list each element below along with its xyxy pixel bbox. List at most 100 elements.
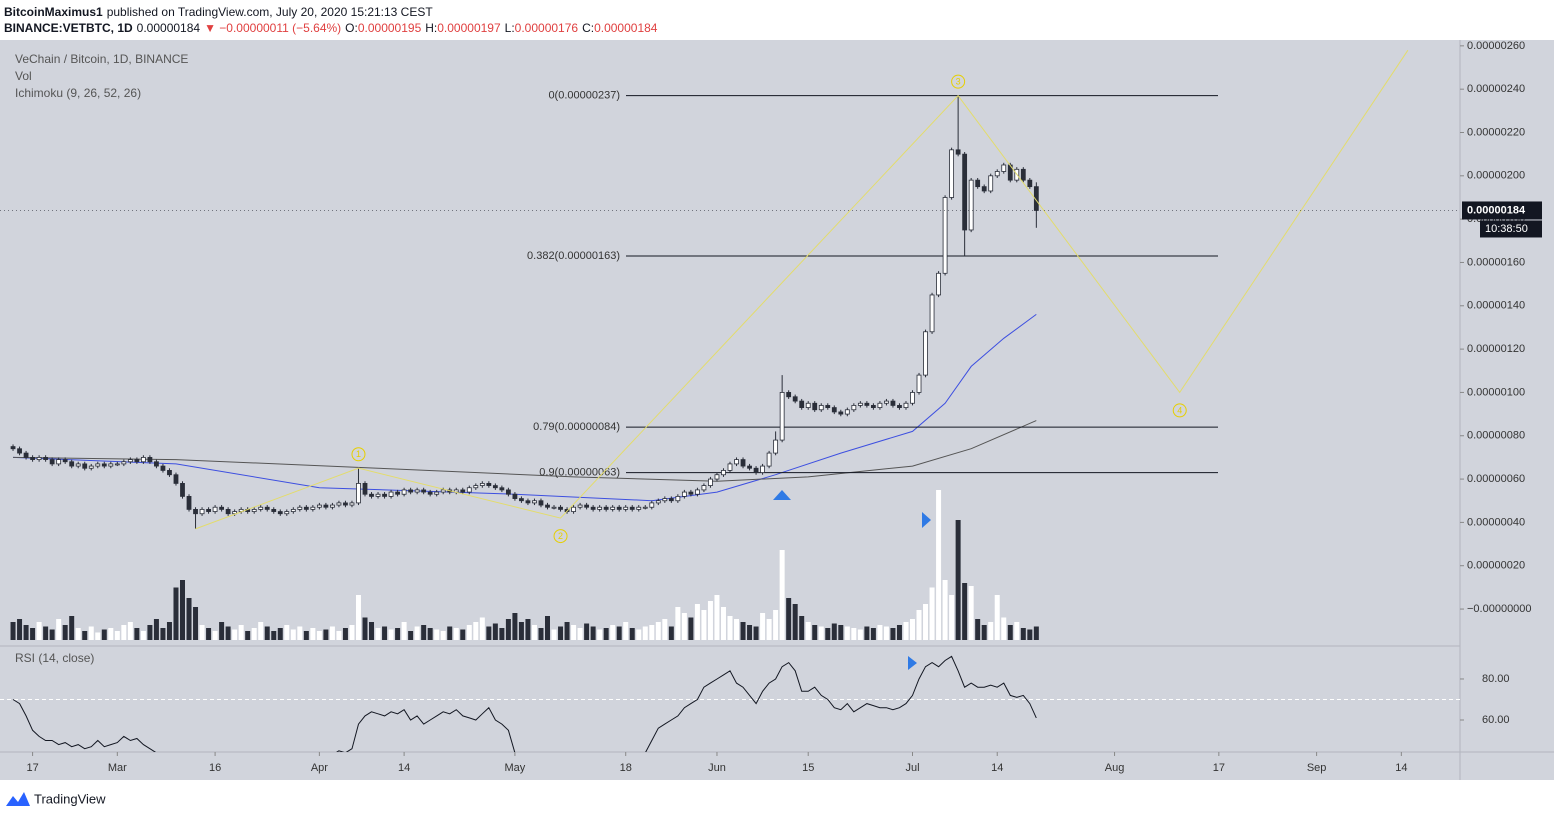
candle-body [473,485,479,489]
countdown: 10:38:50 [1485,223,1528,235]
candle-body [101,463,107,467]
x-tick-label: Sep [1307,762,1327,774]
candle-body [870,405,876,408]
volume-bar [245,631,251,640]
candle-body [642,506,648,509]
candle-body [766,452,772,467]
candle-body [675,496,681,502]
candle-body [857,402,863,406]
volume-bar [388,629,394,640]
volume-bar [225,626,231,640]
candle-body [440,489,446,493]
volume-bar [290,629,296,640]
candle-body [734,459,739,465]
volume-bar [1033,626,1039,640]
candle-body [258,506,264,510]
candle-body [545,504,550,508]
y-tick-label: 0.00000120 [1467,343,1525,355]
volume-bar [766,619,772,640]
volume-bar [558,626,564,640]
volume-bar [375,628,381,640]
volume-bar [1001,617,1007,640]
y-tick-label: 0.00000080 [1467,430,1525,442]
volume-bar [512,613,518,640]
candle-body [603,506,609,510]
volume-bar [642,626,648,640]
wave-line [195,49,1409,530]
candle-body [251,509,257,512]
x-tick-label: 17 [1213,762,1225,774]
header-line: BitcoinMaximus1 published on TradingView.… [4,5,433,19]
volume-bar [180,580,185,640]
volume-bar [232,629,238,640]
fib-label: 0.79(0.00000084) [533,421,620,433]
candle-body [147,457,153,463]
volume-bar [466,625,472,640]
candle-body [323,504,329,508]
volume-bar [590,626,596,640]
rsi-tick-label: 80.00 [1482,673,1510,685]
wave-label: 3 [956,77,961,87]
candle-body [681,491,687,497]
volume-bar [499,628,505,640]
candle-body [786,392,792,398]
legend-ichimoku: Ichimoku (9, 26, 52, 26) [15,86,141,100]
signal-arrow [922,512,931,528]
candle-body [890,400,896,406]
moving-average [12,313,1037,502]
candle-body [134,459,140,463]
volume-bar [655,622,661,640]
candle-body [740,459,746,467]
volume-bar [825,628,831,640]
candle-body [949,149,955,198]
logo [6,792,30,806]
candle-body [968,179,974,231]
candle-body [532,500,537,504]
candle-body [212,506,218,512]
candle-body [69,461,75,467]
volume-bar [238,625,244,640]
volume-bar [23,625,29,640]
x-tick-label: Aug [1105,762,1125,774]
volume-bar [636,629,642,640]
candle-body [936,272,941,296]
x-tick-label: 17 [26,762,38,774]
candle-body [264,506,270,510]
candle-body [62,459,68,463]
last-price-label: 0.00000184 [1467,204,1526,216]
candle-body [486,483,492,486]
candle-body [193,509,198,515]
candle-body [981,186,987,192]
volume-bar [43,626,49,640]
volume-bar [434,629,440,640]
candle-body [897,405,902,408]
published: published on TradingView.com, July 20, 2… [107,5,434,19]
volume-bar [564,622,570,640]
symbol-line: BINANCE:VETBTC, 1D 0.00000184 ▼ −0.0000001… [4,21,658,35]
volume-bar [799,616,805,640]
volume-bar [369,622,375,640]
volume-bar [851,628,857,640]
candle-body [290,509,296,512]
change: ▼ −0.00000011 (−5.64%) [204,21,341,35]
candle-body [414,489,420,493]
candle-body [219,506,225,510]
volume-bar [408,631,414,640]
volume-bar [545,616,550,640]
volume-bar [284,625,290,640]
volume-bar [486,626,492,640]
volume-bar [975,619,981,640]
x-tick-label: Apr [311,762,328,774]
ohlc-key: O: [345,21,358,35]
volume-bar [479,617,485,640]
volume-bar [603,628,609,640]
candle-body [173,474,179,484]
chart-background [0,40,1554,780]
candle-body [49,459,55,465]
volume-bar [297,626,303,640]
x-tick-label: 18 [620,762,632,774]
candle-body [271,509,277,512]
candle-body [942,197,948,274]
volume-bar [896,625,902,640]
y-tick-label: 0.00000240 [1467,83,1525,95]
